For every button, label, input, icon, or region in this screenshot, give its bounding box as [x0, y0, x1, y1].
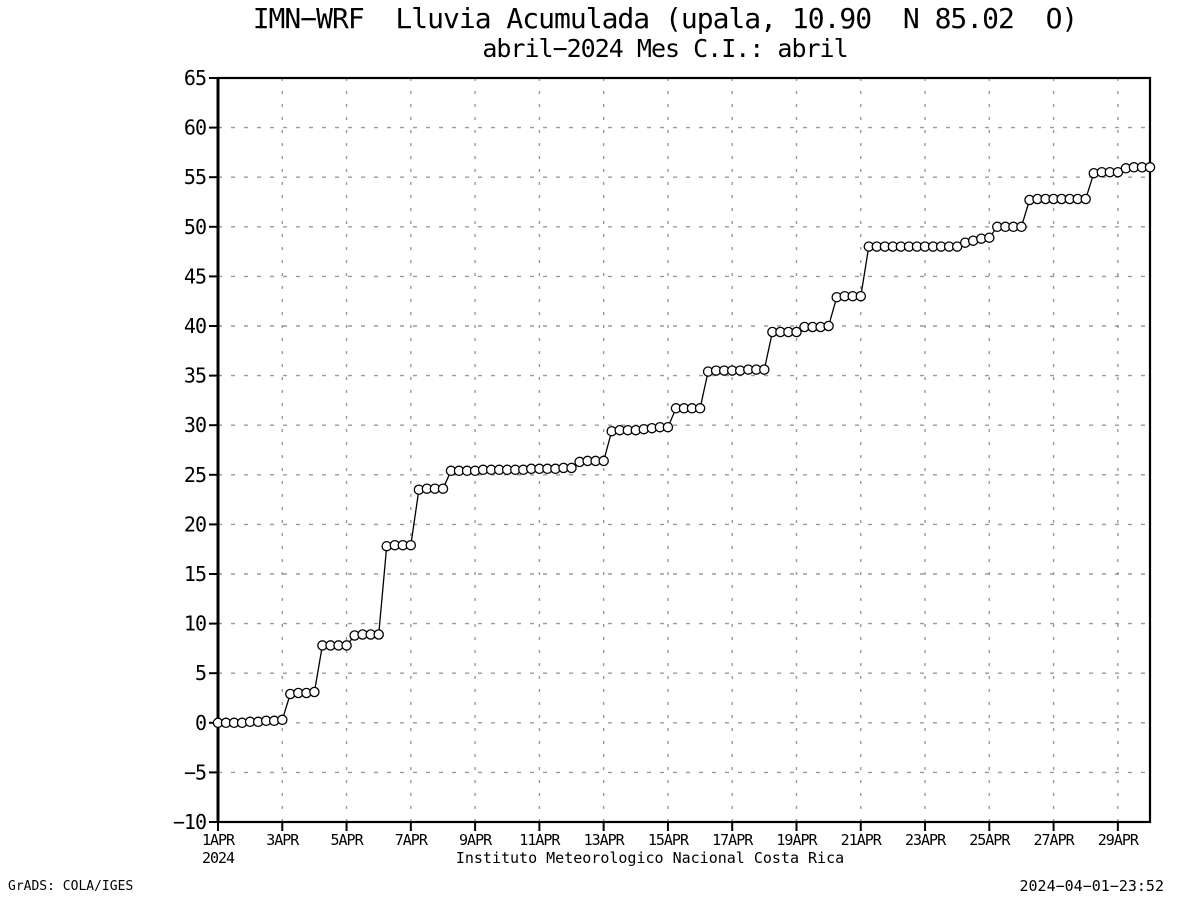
- y-tick-label: 5: [195, 661, 206, 685]
- data-point-marker: [277, 714, 288, 726]
- x-tick-label: 25APR: [969, 831, 1011, 849]
- y-tick-label: 45: [184, 264, 206, 288]
- data-point-marker: [791, 326, 802, 338]
- chart-subtitle: abril−2024 Mes C.I.: abril: [482, 34, 848, 63]
- grads-credit-text: GrADS: COLA/IGES: [8, 879, 134, 894]
- data-point-marker: [598, 455, 609, 467]
- x-tick-label: 29APR: [1098, 831, 1140, 849]
- data-point-marker: [759, 364, 770, 375]
- x-tick-label: 1APR: [202, 831, 236, 849]
- x-tick-label: 27APR: [1034, 831, 1076, 849]
- x-tick-label: 3APR: [266, 831, 300, 849]
- y-tick-label: 40: [184, 314, 206, 338]
- x-tick-label: 23APR: [905, 831, 947, 849]
- data-point-marker: [823, 320, 834, 332]
- creation-timestamp: 2024−04−01−23:52: [1019, 877, 1165, 895]
- y-tick-label: −10: [173, 810, 206, 834]
- data-point-marker: [1144, 162, 1156, 173]
- plot-frame: [216, 76, 1152, 824]
- data-point-marker: [341, 640, 352, 651]
- data-point-marker: [1016, 221, 1027, 233]
- data-point-marker: [694, 403, 706, 414]
- x-tick-label: 5APR: [330, 831, 364, 849]
- x-tick-label: 13APR: [584, 831, 626, 849]
- data-point-marker: [566, 462, 577, 474]
- data-point-marker: [405, 539, 417, 551]
- y-tick-label: 35: [184, 364, 206, 388]
- y-tick-label: −5: [184, 760, 206, 784]
- y-tick-label: 0: [195, 711, 206, 735]
- data-point-marker: [662, 421, 674, 433]
- data-point-marker: [984, 232, 995, 243]
- x-tick-label: 15APR: [648, 831, 690, 849]
- x-tick-label: 21APR: [841, 831, 883, 849]
- x-tick-label: 19APR: [776, 831, 818, 849]
- data-point-marker: [1080, 193, 1091, 205]
- y-tick-label: 60: [184, 116, 206, 140]
- x-axis-caption: Instituto Meteorologico Nacional Costa R…: [455, 849, 845, 867]
- y-tick-label: 15: [184, 562, 206, 586]
- y-tick-label: 65: [184, 66, 206, 90]
- x-tick-label: 9APR: [459, 831, 493, 849]
- data-point-marker: [309, 686, 320, 698]
- x-tick-label: 11APR: [519, 831, 561, 849]
- x-axis-year-label: 2024: [202, 849, 235, 867]
- chart-title-block: IMN−WRF Lluvia Acumulada (upala, 10.90 N…: [65, 3, 1200, 63]
- y-tick-label: 30: [184, 413, 206, 437]
- x-tick-label: 7APR: [395, 831, 429, 849]
- data-point-marker: [373, 629, 384, 640]
- y-tick-label: 10: [184, 612, 206, 636]
- data-point-marker: [437, 483, 449, 494]
- y-tick-label: 20: [184, 512, 206, 536]
- y-tick-label: 55: [184, 165, 206, 189]
- chart-title: IMN−WRF Lluvia Acumulada (upala, 10.90 N…: [252, 2, 1079, 35]
- y-tick-label: 25: [184, 463, 206, 487]
- data-point-marker: [855, 290, 867, 302]
- y-tick-label: 50: [184, 215, 206, 239]
- x-tick-label: 17APR: [712, 831, 754, 849]
